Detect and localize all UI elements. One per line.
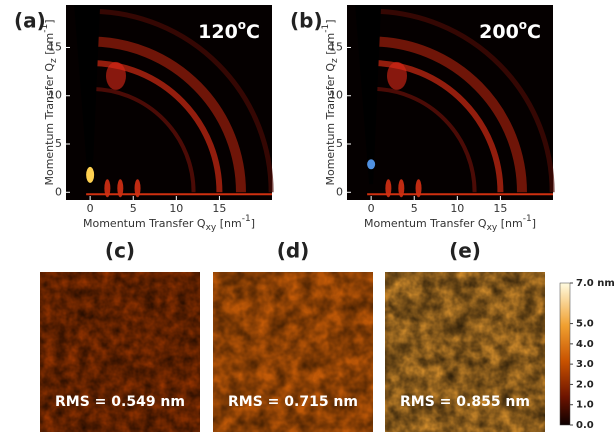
label-part: [nm	[324, 33, 337, 58]
y-axis-label: Momentum Transfer Qz [nm-1]	[321, 19, 340, 185]
diffraction-spot	[106, 62, 126, 90]
colorbar-tick-label: 7.0 nm	[576, 278, 614, 289]
afm-panel: (e) RMS = 0.855 nm	[385, 239, 545, 433]
panel-label: (e)	[449, 239, 481, 263]
label-part: xy	[487, 223, 498, 233]
colorbar	[560, 283, 570, 425]
colorbar-tick-label: 0.0	[576, 420, 594, 431]
label-part: Momentum Transfer Q	[43, 63, 56, 186]
label-part: ]	[324, 19, 337, 23]
y-tick-label: 5	[336, 137, 343, 150]
y-tick-label: 0	[55, 185, 62, 198]
colorbar-tick-label: 1.0	[576, 400, 594, 411]
x-tick-label: 0	[87, 202, 94, 215]
panel-label: (a)	[14, 9, 46, 33]
label-part: [nm	[497, 217, 522, 230]
label-part: [nm	[43, 33, 56, 58]
figure: 051015051015Momentum Transfer Qxy [nm-1]…	[0, 0, 614, 433]
x-axis-label: Momentum Transfer Qxy [nm-1]	[83, 214, 255, 233]
label-part: ]	[532, 217, 536, 230]
x-tick-label: 15	[212, 202, 226, 215]
x-tick-label: 10	[450, 202, 464, 215]
panel-label: (c)	[105, 239, 135, 263]
label-part: C	[246, 21, 260, 43]
afm-panel: (c) RMS = 0.549 nm	[40, 239, 200, 433]
label-part: o	[238, 18, 246, 32]
colorbar-tick-label: 5.0	[576, 319, 594, 330]
y-axis-label: Momentum Transfer Qz [nm-1]	[40, 19, 59, 185]
label-part: Momentum Transfer Q	[364, 217, 487, 230]
label-part: ]	[251, 217, 255, 230]
x-tick-label: 5	[130, 202, 137, 215]
diffraction-spot	[387, 62, 407, 90]
rms-label: RMS = 0.855 nm	[400, 394, 530, 410]
x-axis-label: Momentum Transfer Qxy [nm-1]	[364, 214, 536, 233]
temperature: 120oC	[198, 18, 260, 43]
specular-spot	[367, 159, 375, 169]
y-tick-label: 5	[55, 137, 62, 150]
y-tick-label: 0	[336, 185, 343, 198]
panel-label: (b)	[290, 9, 323, 33]
colorbar-tick-label: 2.0	[576, 379, 594, 390]
label-part: 120	[198, 21, 238, 43]
colorbar-tick-label: 3.0	[576, 359, 594, 370]
rms-label: RMS = 0.549 nm	[55, 394, 185, 410]
label-part: xy	[206, 223, 217, 233]
rms-label: RMS = 0.715 nm	[228, 394, 358, 410]
label-part: o	[519, 18, 527, 32]
x-tick-label: 5	[411, 202, 418, 215]
label-part: [nm	[216, 217, 241, 230]
afm-panel: (d) RMS = 0.715 nm	[213, 239, 373, 433]
label-part: Momentum Transfer Q	[83, 217, 206, 230]
label-part: -1	[523, 214, 532, 224]
label-part: C	[527, 21, 541, 43]
x-tick-label: 10	[169, 202, 183, 215]
temperature: 200oC	[479, 18, 541, 43]
label-part: 200	[479, 21, 519, 43]
specular-spot	[86, 167, 94, 183]
x-tick-label: 15	[493, 202, 507, 215]
colorbar-tick-label: 4.0	[576, 339, 594, 350]
x-tick-label: 0	[368, 202, 375, 215]
label-part: Momentum Transfer Q	[324, 63, 337, 186]
label-part: -1	[242, 214, 251, 224]
panel-label: (d)	[277, 239, 310, 263]
